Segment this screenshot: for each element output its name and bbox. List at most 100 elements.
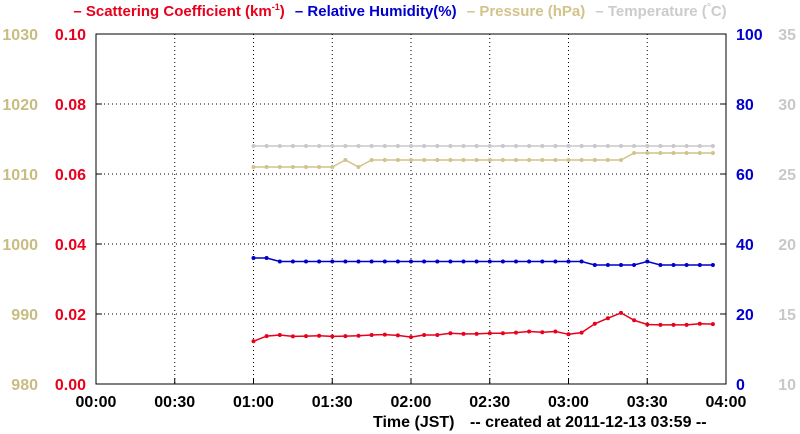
data-point-scattering-coefficient <box>435 333 440 337</box>
data-point-pressure <box>566 158 571 162</box>
data-point-pressure <box>461 158 466 162</box>
data-point-temperature <box>304 144 308 148</box>
data-point-pressure <box>500 158 505 162</box>
data-point-temperature <box>317 144 322 148</box>
data-point-relative-humidity <box>619 263 623 267</box>
data-point-scattering-coefficient <box>592 321 597 326</box>
data-point-temperature <box>356 144 361 148</box>
data-point-relative-humidity <box>277 259 282 264</box>
data-point-pressure <box>435 158 440 162</box>
data-point-relative-humidity <box>474 259 479 264</box>
data-point-pressure <box>645 151 650 155</box>
legend-humidity: – Relative Humidity(%) <box>294 3 457 20</box>
data-point-pressure <box>487 158 492 162</box>
data-point-relative-humidity <box>290 259 295 264</box>
y-tick-label-pressure: 1000 <box>2 237 38 254</box>
data-point-temperature <box>369 144 374 148</box>
data-point-scattering-coefficient <box>553 329 558 334</box>
grid <box>96 34 726 384</box>
y-tick-label-scattering: 0.10 <box>55 27 86 44</box>
data-point-pressure <box>330 165 335 169</box>
data-point-pressure <box>632 151 637 155</box>
data-point-pressure <box>304 165 308 169</box>
data-point-relative-humidity <box>382 259 387 264</box>
legend-scattering-label: – Scattering Coefficient (km <box>73 3 272 20</box>
created-note: -- created at 2011-12-13 03:59 -- <box>470 414 707 431</box>
y-tick-label-scattering: 0.08 <box>55 97 86 114</box>
x-tick-label: 02:30 <box>469 394 510 411</box>
x-tick-label: 03:00 <box>548 394 589 411</box>
data-point-scattering-coefficient <box>251 339 256 344</box>
data-point-temperature <box>579 144 584 148</box>
data-point-relative-humidity <box>317 259 322 264</box>
data-point-scattering-coefficient <box>290 334 295 339</box>
data-point-pressure <box>605 158 610 162</box>
legend-temperature: – Temperature (°C) <box>595 2 726 20</box>
data-point-temperature <box>566 144 571 148</box>
data-point-relative-humidity <box>671 263 676 267</box>
data-point-temperature <box>422 144 427 148</box>
data-point-relative-humidity <box>343 259 348 264</box>
data-point-temperature <box>619 144 623 148</box>
data-point-scattering-coefficient <box>395 333 400 338</box>
data-point-scattering-coefficient <box>527 329 532 334</box>
data-point-relative-humidity <box>330 259 335 264</box>
y-tick-label-humidity: 0 <box>736 377 745 394</box>
data-point-relative-humidity <box>684 263 689 267</box>
y-tick-label-humidity: 100 <box>736 27 763 44</box>
data-point-scattering-coefficient <box>500 331 505 336</box>
y-tick-label-pressure: 1030 <box>2 27 38 44</box>
series-line-relative-humidity <box>253 257 713 266</box>
data-point-relative-humidity <box>500 259 505 264</box>
data-point-pressure <box>317 165 322 169</box>
data-point-scattering-coefficient <box>343 334 348 339</box>
x-axis-label: Time (JST) <box>373 414 455 431</box>
x-tick-label: 00:00 <box>76 394 117 411</box>
data-point-relative-humidity <box>487 259 492 264</box>
data-point-temperature <box>409 144 413 148</box>
y-tick-label-temperature: 30 <box>778 97 796 114</box>
data-point-scattering-coefficient <box>277 333 282 337</box>
data-point-scattering-coefficient <box>356 333 361 338</box>
data-point-scattering-coefficient <box>474 331 479 336</box>
data-point-scattering-coefficient <box>697 321 702 326</box>
data-point-pressure <box>697 151 702 155</box>
data-point-temperature <box>264 144 269 148</box>
data-point-temperature <box>645 144 650 148</box>
data-point-relative-humidity <box>540 259 545 264</box>
data-point-relative-humidity <box>514 259 518 264</box>
y-tick-label-humidity: 60 <box>736 167 754 184</box>
data-point-scattering-coefficient <box>514 330 518 335</box>
y-axes: 98099010001010102010300.000.020.040.060.… <box>2 27 796 394</box>
data-point-relative-humidity <box>369 259 374 264</box>
data-point-pressure <box>579 158 584 162</box>
data-point-relative-humidity <box>304 259 308 264</box>
data-point-pressure <box>474 158 479 162</box>
y-tick-label-pressure: 1020 <box>2 97 38 114</box>
data-point-scattering-coefficient <box>710 322 715 327</box>
data-point-pressure <box>395 158 400 162</box>
data-point-scattering-coefficient <box>605 316 610 321</box>
data-point-temperature <box>514 144 518 148</box>
legend-scattering-sup: -1 <box>271 2 280 12</box>
data-point-temperature <box>330 144 335 148</box>
data-point-temperature <box>658 144 663 148</box>
data-point-scattering-coefficient <box>566 332 571 337</box>
data-point-temperature <box>448 144 453 148</box>
legend-pressure: – Pressure (hPa) <box>466 3 586 20</box>
data-point-relative-humidity <box>264 256 269 260</box>
data-point-scattering-coefficient <box>409 335 413 340</box>
data-point-pressure <box>671 151 676 155</box>
data-point-relative-humidity <box>632 263 637 267</box>
data-point-scattering-coefficient <box>579 330 584 335</box>
data-point-scattering-coefficient <box>448 331 453 336</box>
data-point-relative-humidity <box>592 263 597 267</box>
data-point-scattering-coefficient <box>540 330 545 335</box>
data-point-relative-humidity <box>461 259 466 264</box>
data-point-pressure <box>343 158 348 162</box>
data-point-relative-humidity <box>448 259 453 264</box>
y-tick-label-pressure: 990 <box>11 307 38 324</box>
data-point-pressure <box>619 158 623 162</box>
data-point-temperature <box>290 144 295 148</box>
